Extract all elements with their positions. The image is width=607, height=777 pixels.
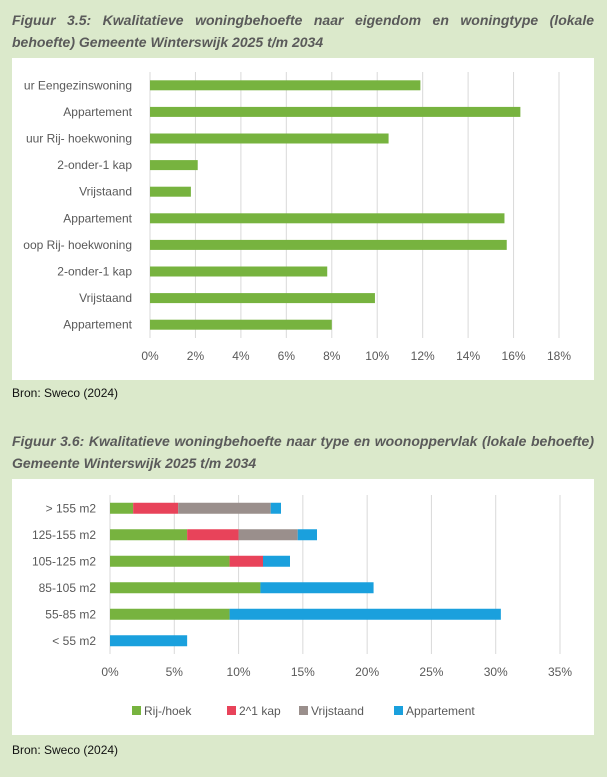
bar-segment [229,608,501,620]
x-tick-label: 0% [141,349,159,363]
x-tick-label: 25% [419,665,443,679]
chart-1-svg: 0% 2% 4% 6% 8% 10% 12% 14% 16% 18% ur Eengezinswon… [23,72,571,363]
category-label: uur Rij- hoekwoning [26,132,132,146]
bar-segment [110,555,230,567]
chart-2-panel: 0% 5% 10% 15% 20% 25% 30% 35% > 155 m2 125-155 m2… [12,479,594,735]
category-label: 85-105 m2 [39,581,97,595]
bar-segment [133,502,179,514]
category-label: oop Rij- hoekwoning [23,238,132,252]
category-label: 105-125 m2 [32,554,96,568]
bar [150,319,332,330]
x-tick-label: 30% [484,665,508,679]
bar-segment [178,502,271,514]
bar-segment [110,635,188,647]
bar [150,160,198,171]
bar [150,266,328,277]
x-tick-label: 16% [502,349,526,363]
category-label: Vrijstaand [79,291,132,305]
figure-2-title: Figuur 3.6: Kwalitatieve woningbehoefte … [12,433,594,471]
bar-segment [187,529,239,541]
x-tick-label: 15% [291,665,315,679]
category-label: 2-onder-1 kap [57,265,132,279]
x-tick-label: 10% [227,665,251,679]
bar [150,293,375,304]
x-tick-label: 18% [547,349,571,363]
x-tick-label: 5% [166,665,184,679]
bar [150,186,191,197]
legend-label: Appartement [406,704,475,718]
figure-1-title: Figuur 3.5: Kwalitatieve woningbehoefte … [12,12,594,50]
category-label: ur Eengezinswoning [24,78,132,92]
x-tick-label: 4% [232,349,250,363]
category-label: Appartement [63,105,132,119]
x-tick-label: 2% [187,349,205,363]
category-label: 55-85 m2 [45,607,96,621]
x-tick-label: 12% [411,349,435,363]
chart-1-panel: 0% 2% 4% 6% 8% 10% 12% 14% 16% 18% ur Eengezinswon… [12,58,594,380]
bar-segment [238,529,298,541]
legend-label: 2^1 kap [239,704,281,718]
bar [150,106,521,117]
x-tick-label: 0% [101,665,119,679]
legend-label: Rij-/hoek [144,704,192,718]
x-tick-label: 14% [456,349,480,363]
category-label: > 155 m2 [46,501,97,515]
figure-2-source: Bron: Sweco (2024) [12,743,119,757]
category-label: Vrijstaand [79,185,132,199]
category-label: 125-155 m2 [32,528,96,542]
category-label: Appartement [63,211,132,225]
legend-swatch [394,706,403,715]
bar [150,80,421,91]
category-label: 2-onder-1 kap [57,158,132,172]
category-label: < 55 m2 [52,634,96,648]
x-tick-label: 10% [365,349,389,363]
bar [150,133,389,144]
bar [150,239,507,250]
bar-segment [229,555,263,567]
chart-2-svg: 0% 5% 10% 15% 20% 25% 30% 35% > 155 m2 125-155 m2… [32,495,572,718]
legend-swatch [132,706,141,715]
bar-segment [297,529,317,541]
category-label: Appartement [63,318,132,332]
legend-swatch [299,706,308,715]
bar-segment [110,582,261,594]
bar-segment [260,582,374,594]
x-tick-label: 35% [548,665,572,679]
bar [150,213,505,224]
figure-1-source: Bron: Sweco (2024) [12,386,119,400]
bar-segment [110,529,188,541]
bar-segment [110,502,134,514]
x-tick-label: 6% [278,349,296,363]
bar-segment [270,502,281,514]
legend-swatch [227,706,236,715]
bar-segment [263,555,290,567]
bar-segment [110,608,230,620]
x-tick-label: 20% [355,665,379,679]
legend-label: Vrijstaand [311,704,364,718]
x-tick-label: 8% [323,349,341,363]
